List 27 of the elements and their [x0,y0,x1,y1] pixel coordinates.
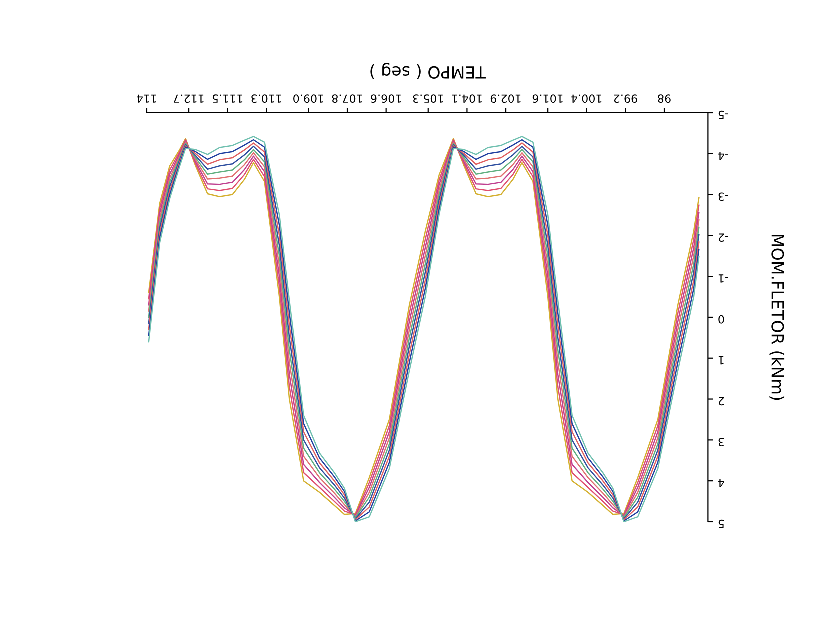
y-tick-label: 3 [718,438,724,447]
x-tick-label: 106.6 [371,94,402,104]
y-tick-label: 0 [718,315,724,324]
y-tick-label: 5 [718,520,724,528]
x-tick-label: 114 [136,94,156,103]
x-tick-label: 111.5 [212,94,243,103]
x-tick-label: 101.6 [532,94,563,104]
y-tick-label: 2 [719,397,724,406]
y-tick-label: -3 [718,192,728,202]
x-tick-label: 107.8 [332,94,362,104]
x-tick-label: 98 [658,94,671,104]
y-tick-label: 1 [718,356,724,365]
x-tick-label: 110.3 [252,94,282,104]
x-tick-label: 105.3 [413,94,444,104]
x-tick-label: 112.7 [174,94,204,104]
x-tick-label: 99.2 [614,94,638,104]
y-tick-label: -5 [718,110,728,120]
y-axis-title: MOM.FLETOR (kNm) [770,235,785,400]
y-tick-label: -1 [718,274,728,283]
x-tick-label: 102.9 [490,94,521,104]
x-axis-title: TEMPO ( seg ) [370,63,486,80]
x-tick-label: 100.4 [572,94,602,104]
x-tick-label: 104.1 [452,94,482,104]
x-tick-label: 109.0 [294,94,324,104]
y-tick-label: -4 [718,152,728,160]
y-tick-label: -2 [719,234,728,242]
y-tick-label: 4 [718,479,724,488]
